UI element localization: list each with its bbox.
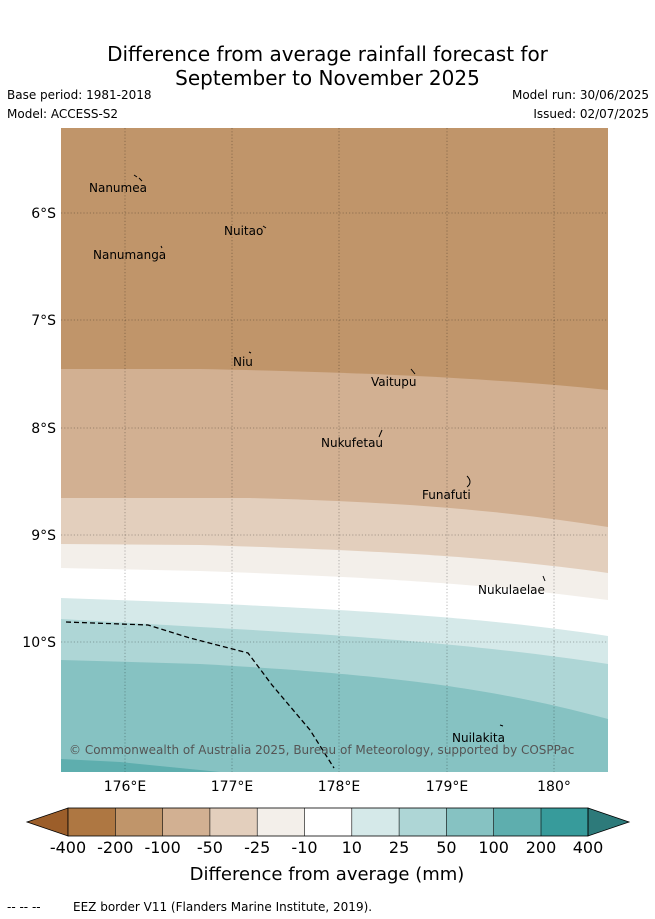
- place-label-nukufetau: Nukufetau: [321, 436, 383, 450]
- colorbar-label: -25: [244, 838, 270, 857]
- island-nukufetau: [378, 429, 383, 438]
- map-copyright: © Commonwealth of Australia 2025, Bureau…: [69, 743, 574, 757]
- colorbar-cell: [68, 808, 116, 836]
- colorbar-cell: [304, 808, 352, 836]
- lon-label: 176°E: [104, 779, 147, 795]
- map-title-line2: September to November 2025: [175, 66, 480, 90]
- colorbar-cell: [115, 808, 163, 836]
- colorbar-label: -400: [50, 838, 86, 857]
- colorbar-label: 200: [526, 838, 557, 857]
- place-label-nuitao: Nuitao: [224, 224, 263, 238]
- colorbar-label: 50: [436, 838, 456, 857]
- colorbar-over-triangle: [587, 807, 631, 837]
- lat-label: 10°S: [22, 635, 56, 651]
- footer-legend-symbol: -- -- --: [7, 900, 41, 914]
- lon-label: 178°E: [318, 779, 361, 795]
- colorbar-cell: [446, 808, 494, 836]
- map-title-line1: Difference from average rainfall forecas…: [107, 42, 548, 66]
- colorbar-label: -200: [97, 838, 133, 857]
- issued-date: Issued: 02/07/2025: [533, 107, 649, 121]
- colorbar-label: 400: [573, 838, 604, 857]
- colorbar-title: Difference from average (mm): [190, 864, 465, 885]
- colorbar-label: -50: [197, 838, 223, 857]
- lat-label: 9°S: [31, 528, 56, 544]
- colorbar-label: -100: [144, 838, 180, 857]
- island-nuitao: [262, 225, 267, 229]
- place-label-vaitupu: Vaitupu: [371, 375, 417, 389]
- island-niu: [248, 351, 252, 354]
- colorbar-cell: [162, 808, 210, 836]
- eez-border-line: [65, 621, 335, 769]
- model-name: Model: ACCESS-S2: [7, 107, 119, 121]
- island-funafuti: [466, 475, 471, 488]
- colorbar: [25, 807, 631, 837]
- place-label-nanumea: Nanumea: [89, 181, 147, 195]
- place-label-nukulaelae: Nukulaelae: [478, 583, 545, 597]
- footer-legend-text: EEZ border V11 (Flanders Marine Institut…: [73, 900, 372, 914]
- band-plus-100: [61, 759, 220, 772]
- island-labels: Nanumea Nuitao Nanumanga Niu Vaitupu Nuk…: [89, 181, 545, 745]
- colorbar-cell: [209, 808, 258, 836]
- colorbar-cell: [399, 808, 447, 836]
- colorbar-cell: [541, 808, 588, 836]
- longitude-labels: 176°E 177°E 178°E 179°E 180°: [104, 779, 571, 795]
- rainfall-contours: [61, 128, 608, 772]
- island-nuilakita: [499, 724, 504, 727]
- island-vaitupu: [410, 368, 416, 375]
- lon-label: 177°E: [211, 779, 254, 795]
- lon-label: 179°E: [426, 779, 469, 795]
- colorbar-label: 10: [342, 838, 362, 857]
- colorbar-label: 100: [478, 838, 509, 857]
- island-nanumea: [133, 174, 143, 182]
- colorbar-label: -10: [291, 838, 317, 857]
- lat-label: 8°S: [31, 421, 56, 437]
- lat-label: 6°S: [31, 206, 56, 222]
- base-period: Base period: 1981-2018: [7, 88, 152, 102]
- place-label-nuilakita: Nuilakita: [452, 731, 505, 745]
- place-label-niu: Niu: [233, 355, 253, 369]
- colorbar-cell: [493, 808, 541, 836]
- place-label-funafuti: Funafuti: [422, 488, 471, 502]
- latitude-labels: 6°S 7°S 8°S 9°S 10°S: [22, 206, 56, 651]
- colorbar-label: 25: [389, 838, 409, 857]
- islands: [133, 174, 546, 727]
- colorbar-under-triangle: [25, 807, 69, 837]
- colorbar-labels: -400 -200 -100 -50 -25 -10 10 25 50 100 …: [50, 838, 603, 857]
- island-nukulaelae: [542, 575, 546, 582]
- lat-label: 7°S: [31, 313, 56, 329]
- colorbar-cell: [257, 808, 305, 836]
- model-run: Model run: 30/06/2025: [511, 88, 649, 102]
- place-label-nanumanga: Nanumanga: [93, 248, 166, 262]
- colorbar-cell: [351, 808, 400, 836]
- lon-label: 180°: [537, 779, 571, 795]
- island-nanumanga: [160, 245, 163, 249]
- band-plus-50: [61, 660, 608, 772]
